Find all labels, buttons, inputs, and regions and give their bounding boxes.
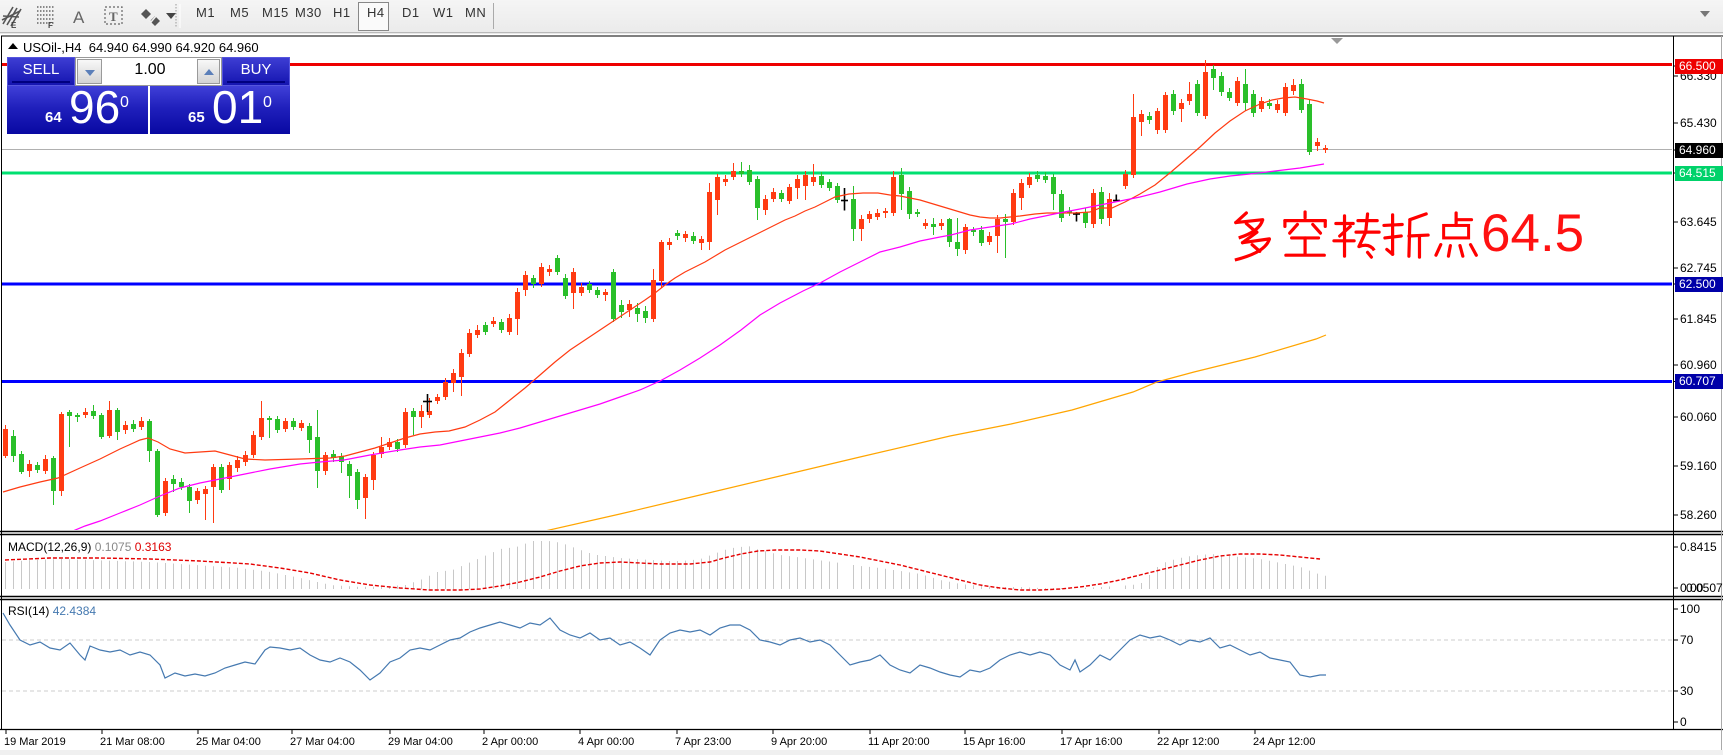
svg-text:E: E bbox=[11, 21, 17, 30]
svg-text:A: A bbox=[73, 8, 85, 27]
svg-text:T: T bbox=[109, 9, 118, 24]
svg-text:F: F bbox=[48, 21, 53, 30]
